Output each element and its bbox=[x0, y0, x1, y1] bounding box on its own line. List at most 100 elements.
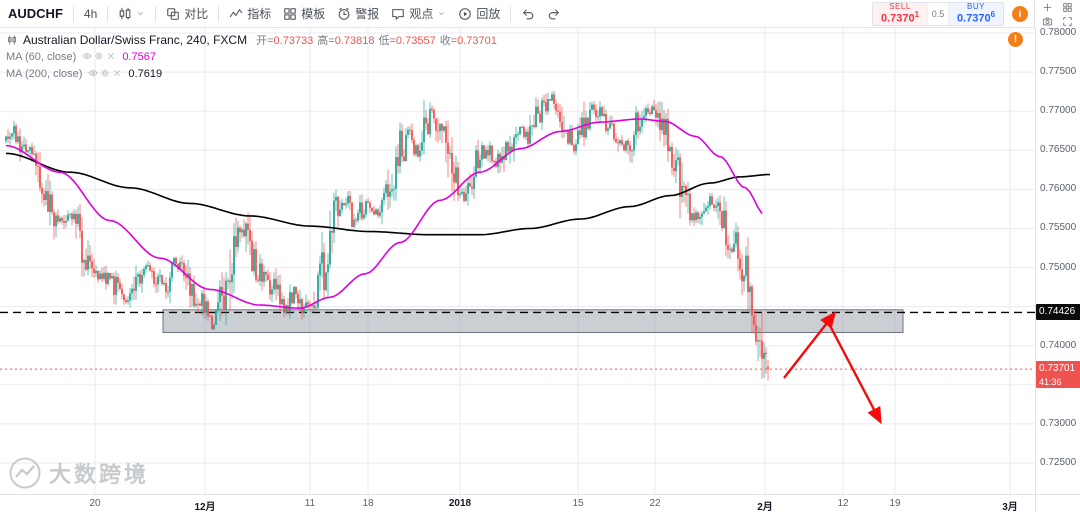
plus-icon bbox=[1043, 3, 1052, 11]
toolbar-chart-type-button[interactable] bbox=[112, 4, 151, 24]
chart-title: Australian Dollar/Swiss Franc, 240, FXCM bbox=[23, 32, 248, 47]
expand-button[interactable] bbox=[1059, 15, 1077, 27]
data-warning-icon[interactable]: ! bbox=[1008, 32, 1023, 47]
time-tick-label: 12 bbox=[837, 498, 849, 509]
price-tick-label: 0.73000 bbox=[1040, 417, 1077, 429]
drawn-arrow[interactable] bbox=[824, 317, 882, 425]
toolbar-replay-button[interactable]: 回放 bbox=[452, 2, 506, 25]
expand-icon bbox=[1063, 16, 1072, 26]
toolbar-separator bbox=[510, 5, 512, 22]
interval-button[interactable]: 4h bbox=[78, 4, 103, 24]
ideas-label: 观点 bbox=[409, 7, 434, 21]
close-icon-button[interactable] bbox=[111, 67, 123, 79]
replay-label: 回放 bbox=[476, 7, 501, 21]
grid4-icon bbox=[1063, 2, 1072, 12]
buy-price: 0.73706 bbox=[956, 10, 996, 25]
toolbar-ideas-button[interactable]: 观点 bbox=[385, 2, 452, 25]
price-tick-label: 0.77500 bbox=[1040, 66, 1077, 78]
compare-label: 对比 bbox=[184, 7, 209, 21]
eye-icon-button[interactable] bbox=[87, 67, 99, 79]
close-icon bbox=[108, 52, 115, 59]
alert-clock-icon bbox=[338, 7, 350, 20]
plus-button[interactable] bbox=[1039, 1, 1057, 13]
price-tick-label: 0.74000 bbox=[1040, 339, 1077, 351]
gear-icon-button[interactable] bbox=[93, 50, 105, 62]
series-icon bbox=[7, 34, 17, 45]
close-icon-button[interactable] bbox=[105, 50, 117, 62]
eye-icon-button[interactable] bbox=[81, 50, 93, 62]
price-tick-label: 0.78000 bbox=[1040, 27, 1077, 38]
candles-icon bbox=[119, 7, 131, 20]
price-tick-label: 0.72500 bbox=[1040, 457, 1077, 468]
sell-button[interactable]: SELL 0.73701 bbox=[873, 3, 927, 25]
ma60-legend-row: MA (60, close) 0.7567 bbox=[6, 48, 497, 65]
time-tick-label: 12月 bbox=[194, 502, 216, 512]
ma200-legend-row: MA (200, close) 0.7619 bbox=[6, 65, 497, 82]
toolbar-compare-button[interactable]: 对比 bbox=[160, 2, 214, 25]
templates-icon bbox=[284, 7, 297, 20]
level-price-tag: 0.74426 bbox=[1036, 304, 1080, 321]
toolbar-alerts-button[interactable]: 警报 bbox=[331, 2, 385, 25]
price-chart bbox=[0, 28, 1035, 494]
chart-canvas[interactable]: Australian Dollar/Swiss Franc, 240, FXCM… bbox=[0, 28, 1035, 494]
toolbar-separator bbox=[155, 5, 157, 22]
camera-button[interactable] bbox=[1039, 15, 1057, 27]
time-tick-label: 2月 bbox=[757, 502, 773, 512]
current-price-tag: 0.73701 bbox=[1036, 361, 1080, 378]
toolbar-redo-button[interactable] bbox=[541, 4, 567, 24]
symbol-button[interactable]: AUDCHF bbox=[8, 6, 63, 21]
toolbar-indicators-button[interactable]: 指标 bbox=[223, 2, 277, 25]
toolbar-templates-button[interactable]: 模板 bbox=[277, 2, 331, 25]
interval-label: 4h bbox=[83, 6, 98, 21]
toolbar-separator bbox=[107, 5, 109, 22]
caret-icon bbox=[138, 12, 144, 16]
ma200-value: 0.7619 bbox=[128, 67, 163, 80]
time-tick-label: 22 bbox=[649, 498, 661, 509]
undo-icon bbox=[523, 9, 534, 19]
candlesticks bbox=[5, 90, 769, 381]
top-toolbar: AUDCHF 4h 对比 指标 模板 警报 观点 回放 SELL 0.73701 0.5 … bbox=[0, 0, 1080, 28]
buy-button[interactable]: BUY 0.73706 bbox=[949, 3, 1003, 25]
ma200-line bbox=[5, 152, 771, 236]
drawn-arrow[interactable] bbox=[783, 311, 837, 379]
sell-label: SELL bbox=[889, 2, 911, 11]
toolbar-separator bbox=[218, 5, 220, 22]
replay-icon bbox=[459, 7, 472, 20]
price-axis[interactable]: 0.78000 0.77500 0.77000 0.76500 0.76000 0.755… bbox=[1035, 27, 1080, 494]
toolbar-undo-button[interactable] bbox=[515, 4, 541, 24]
ma60-label: MA (60, close) bbox=[6, 50, 77, 63]
price-tick-label: 0.76500 bbox=[1040, 144, 1077, 156]
sell-price: 0.73701 bbox=[880, 10, 920, 25]
time-tick-label: 3月 bbox=[1002, 502, 1018, 512]
time-axis[interactable]: 20 12月 11 18 2018 15 22 2月 12 19 3月 bbox=[0, 494, 1035, 512]
price-tick-label: 0.75000 bbox=[1040, 261, 1077, 273]
ma200-label: MA (200, close) bbox=[6, 67, 83, 80]
price-tick-label: 0.77000 bbox=[1040, 105, 1077, 117]
support-zone bbox=[162, 309, 904, 333]
ohlc-high: 高=0.73818 bbox=[317, 34, 375, 47]
price-tick-label: 0.75500 bbox=[1040, 222, 1077, 234]
grid4-button[interactable] bbox=[1059, 1, 1077, 13]
ma60-line bbox=[5, 118, 763, 310]
camera-icon bbox=[1042, 16, 1053, 25]
info-icon[interactable]: i bbox=[1012, 6, 1028, 22]
caret-icon bbox=[439, 12, 445, 16]
idea-bubble-icon bbox=[392, 8, 405, 20]
indicators-label: 指标 bbox=[247, 7, 272, 21]
ohlc-values: 开=0.73733 高=0.73818 低=0.73557 收=0.73701 bbox=[252, 31, 497, 49]
chart-legend: Australian Dollar/Swiss Franc, 240, FXCM… bbox=[6, 31, 497, 82]
gear-icon-button[interactable] bbox=[99, 67, 111, 79]
ohlc-low: 低=0.73557 bbox=[378, 34, 436, 47]
symbol-legend-row: Australian Dollar/Swiss Franc, 240, FXCM… bbox=[6, 31, 497, 48]
ma60-value: 0.7567 bbox=[122, 50, 156, 63]
quote-widget: SELL 0.73701 0.5 BUY 0.73706 bbox=[872, 2, 1004, 26]
time-tick-label: 15 bbox=[572, 498, 584, 509]
eye-icon bbox=[88, 69, 98, 76]
compare-icon bbox=[167, 7, 180, 20]
axis-corner bbox=[1035, 494, 1080, 512]
layout-panel bbox=[1034, 0, 1080, 28]
gear-icon bbox=[101, 68, 110, 77]
bar-countdown-tag: 41:36 bbox=[1036, 376, 1080, 389]
spread-value: 0.5 bbox=[927, 3, 949, 25]
